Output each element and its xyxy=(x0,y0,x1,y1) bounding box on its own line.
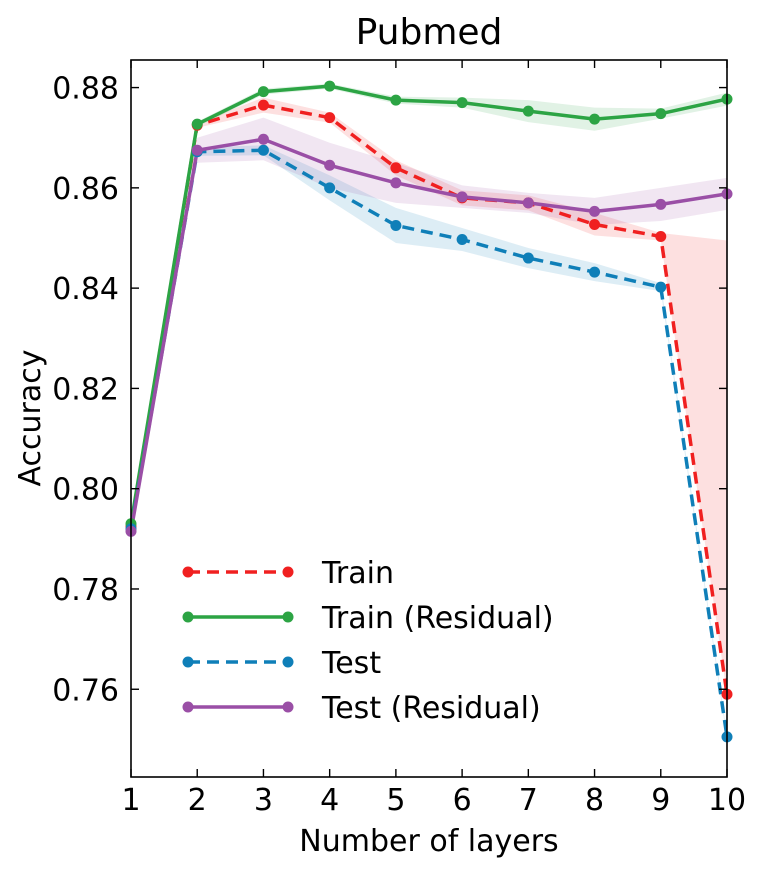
legend-swatch-marker xyxy=(182,656,194,668)
point-train-residual-7 xyxy=(522,105,534,117)
y-tick-label: 0.80 xyxy=(52,473,119,508)
y-tick-label: 0.82 xyxy=(52,372,119,407)
legend-swatch-marker xyxy=(182,611,194,623)
point-train-residual-2 xyxy=(191,118,203,130)
x-tick-label: 5 xyxy=(386,783,405,818)
point-test-residual-5 xyxy=(390,177,402,189)
point-train-9 xyxy=(655,230,667,242)
point-test-3 xyxy=(257,144,269,156)
plot-frame xyxy=(130,59,728,778)
point-test-7 xyxy=(522,252,534,264)
y-tick-label: 0.78 xyxy=(52,573,119,608)
point-test-4 xyxy=(324,182,336,194)
point-train-residual-4 xyxy=(324,80,336,92)
legend-label: Train (Residual) xyxy=(321,601,554,636)
x-tick-label: 4 xyxy=(320,783,339,818)
x-tick-label: 6 xyxy=(453,783,472,818)
legend-swatch-marker xyxy=(182,566,194,578)
series-line-test xyxy=(131,148,727,738)
point-train-residual-8 xyxy=(589,113,601,125)
x-tick-label: 9 xyxy=(651,783,670,818)
y-tick-label: 0.84 xyxy=(52,272,119,307)
point-train-8 xyxy=(589,218,601,230)
legend-swatch-marker xyxy=(282,656,294,668)
point-train-5 xyxy=(390,162,402,174)
series-line-train xyxy=(131,103,727,695)
x-tick-label: 2 xyxy=(188,783,207,818)
y-axis-label: Accuracy xyxy=(13,350,48,487)
series-lines xyxy=(131,84,727,738)
point-train-3 xyxy=(257,99,269,111)
x-tick-label: 8 xyxy=(585,783,604,818)
legend-entry-test: Test xyxy=(182,646,381,681)
point-test-9 xyxy=(655,281,667,293)
series-line-test-residual xyxy=(131,137,727,532)
x-tick-label: 1 xyxy=(121,783,140,818)
point-train-residual-6 xyxy=(456,97,468,109)
axis-ticks: 1 2 3 4 5 6 7 8 9 10 0.76 0.78 0.80 0.82 0.84 0.86 0.88 xyxy=(52,60,746,818)
x-tick-label: 10 xyxy=(708,783,746,818)
point-train-4 xyxy=(324,112,336,124)
point-train-residual-9 xyxy=(655,108,667,120)
series-points xyxy=(125,80,733,743)
legend-entry-test-residual: Test (Residual) xyxy=(182,691,541,726)
point-test-8 xyxy=(589,266,601,278)
y-tick-label: 0.88 xyxy=(52,72,119,107)
point-test-residual-8 xyxy=(589,205,601,217)
legend-entry-train-residual: Train (Residual) xyxy=(182,601,554,636)
legend-swatch-marker xyxy=(282,701,294,713)
point-test-residual-4 xyxy=(324,159,336,171)
y-tick-label: 0.86 xyxy=(52,172,119,207)
point-test-residual-7 xyxy=(522,197,534,209)
legend-label: Test (Residual) xyxy=(321,691,541,726)
x-axis-label: Number of layers xyxy=(299,824,558,859)
chart-title: Pubmed xyxy=(356,12,503,53)
series-line-train-residual xyxy=(131,84,727,525)
legend-label: Test xyxy=(321,646,381,681)
legend-swatch-marker xyxy=(182,701,194,713)
point-test-residual-9 xyxy=(655,198,667,210)
x-tick-label: 3 xyxy=(254,783,273,818)
legend-swatch-marker xyxy=(282,611,294,623)
band-test-residual xyxy=(131,117,727,534)
point-test-residual-2 xyxy=(191,144,203,156)
legend: Train Train (Residual) Test Test (Residual) xyxy=(182,556,554,726)
confidence-bands xyxy=(131,83,727,740)
point-test-6 xyxy=(456,234,468,246)
point-test-residual-3 xyxy=(257,133,269,145)
point-train-residual-3 xyxy=(257,86,269,98)
legend-swatch-marker xyxy=(282,566,294,578)
legend-entry-train: Train xyxy=(182,556,394,591)
legend-label: Train xyxy=(321,556,394,591)
y-tick-label: 0.76 xyxy=(52,673,119,708)
x-tick-label: 7 xyxy=(519,783,538,818)
point-train-residual-5 xyxy=(390,94,402,106)
point-test-5 xyxy=(390,219,402,231)
point-test-residual-6 xyxy=(456,191,468,203)
